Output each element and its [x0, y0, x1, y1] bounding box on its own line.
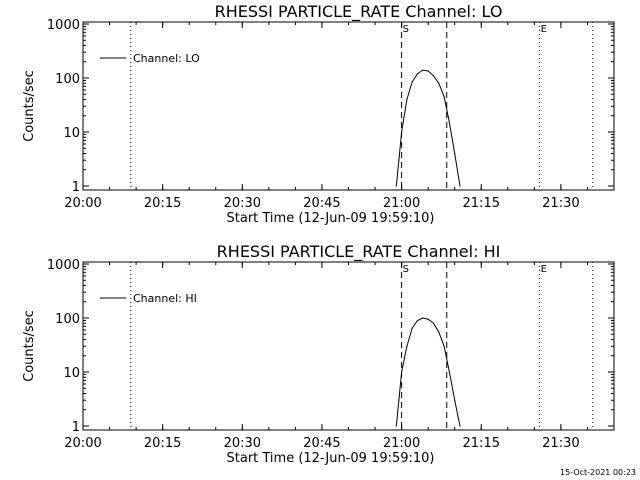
data-point	[406, 98, 408, 101]
y-tick-label: 1000	[47, 258, 80, 273]
data-point	[427, 318, 429, 320]
plots-group: RHESSI PARTICLE_RATE Channel: LO 20:00 20:…	[22, 2, 615, 466]
plot-frame	[82, 21, 615, 191]
x-tick-label: 21:30	[542, 436, 579, 451]
data-point	[401, 131, 403, 133]
x-tick-label: 21:00	[383, 436, 420, 451]
data-point	[448, 371, 450, 373]
data-point	[401, 371, 403, 373]
y-tick-label: 1	[72, 180, 80, 195]
data-point	[422, 317, 424, 319]
x-tick-label: 21:30	[542, 196, 579, 211]
y-tick-label: 10	[63, 366, 80, 381]
chart-title: RHESSI PARTICLE_RATE Channel: HI	[217, 242, 501, 262]
plot-frame	[82, 261, 615, 431]
data-point	[427, 70, 429, 72]
x-tick-label: 20:45	[303, 436, 340, 451]
x-axis-label: Start Time (12-Jun-09 19:59:10)	[227, 211, 435, 226]
y-axis-label: Counts/sec	[22, 70, 37, 142]
marker-label: S	[403, 264, 409, 275]
chart-title: RHESSI PARTICLE_RATE Channel: LO	[215, 2, 503, 22]
x-tick-label: 21:15	[463, 436, 500, 451]
data-point	[459, 185, 461, 187]
y-tick-label: 100	[55, 312, 80, 327]
legend-entry: Channel: HI	[133, 292, 197, 305]
x-tick-label: 20:45	[303, 196, 340, 211]
data-point	[438, 82, 440, 84]
data-point	[398, 399, 400, 401]
data-point	[416, 73, 419, 75]
data-point	[448, 121, 450, 124]
data-point	[432, 322, 435, 324]
x-tick-label: 21:00	[383, 196, 420, 211]
data-point	[454, 399, 456, 401]
y-tick-label: 1000	[47, 18, 80, 33]
data-point	[395, 425, 397, 427]
x-tick-label: 20:30	[224, 196, 261, 211]
chart-panel-1: RHESSI PARTICLE_RATE Channel: LO 20:00 20:…	[22, 2, 615, 226]
data-point	[395, 185, 397, 187]
data-point	[443, 96, 445, 98]
data-point	[398, 159, 400, 161]
data-point	[459, 425, 461, 427]
y-axis-label: Counts/sec	[22, 310, 37, 382]
x-tick-label: 20:00	[64, 436, 101, 451]
x-tick-label: 20:15	[144, 196, 181, 211]
y-tick-label: 10	[63, 126, 80, 141]
x-tick-label: 20:30	[224, 436, 261, 451]
chart-panel-2: RHESSI PARTICLE_RATE Channel: HI 20:00 20:…	[22, 242, 615, 466]
marker-label: S	[403, 24, 409, 35]
data-point	[454, 152, 456, 155]
data-point	[432, 75, 435, 77]
data-point	[416, 319, 419, 322]
series-line	[395, 69, 461, 187]
x-axis-label: Start Time (12-Jun-09 19:59:10)	[227, 451, 435, 466]
data-point	[438, 331, 440, 333]
data-point	[443, 345, 445, 347]
y-tick-label: 1	[72, 420, 80, 435]
data-point	[411, 81, 413, 83]
marker-label: E	[541, 24, 547, 35]
y-tick-label: 100	[55, 72, 80, 87]
footer-timestamp: 15-Oct-2021 00:23	[560, 468, 636, 477]
x-tick-label: 21:15	[463, 196, 500, 211]
legend-entry: Channel: LO	[133, 52, 200, 65]
x-tick-label: 20:00	[64, 196, 101, 211]
x-tick-label: 20:15	[144, 436, 181, 451]
data-point	[411, 327, 413, 329]
data-point	[422, 69, 424, 71]
data-point	[406, 345, 408, 347]
marker-label: E	[541, 264, 547, 275]
series-line	[395, 317, 461, 427]
